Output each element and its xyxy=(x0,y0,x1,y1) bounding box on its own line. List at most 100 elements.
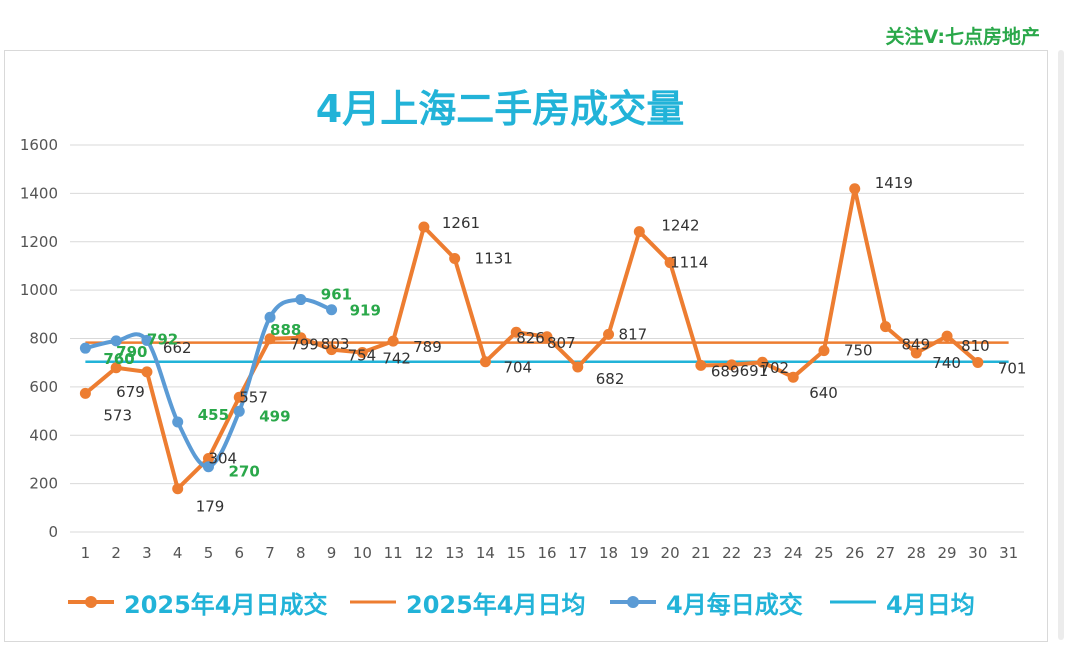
legend-item-3: 4月日均 xyxy=(830,582,975,622)
point-2025-daily xyxy=(387,335,399,347)
point-april-daily xyxy=(172,416,184,428)
x-tick-label: 17 xyxy=(568,544,587,562)
data-label-2025: 1419 xyxy=(875,174,913,192)
point-2025-daily xyxy=(418,221,430,233)
point-2025-daily xyxy=(233,391,245,403)
data-label-2025: 754 xyxy=(348,347,377,365)
x-tick-label: 14 xyxy=(476,544,495,562)
watermark: 关注V:七点房地产 xyxy=(885,26,1040,48)
x-tick-label: 22 xyxy=(722,544,741,562)
data-label-2025: 810 xyxy=(961,337,990,355)
point-april-daily xyxy=(79,342,91,354)
data-label-april: 455 xyxy=(198,406,229,424)
scrollbar[interactable] xyxy=(1058,50,1064,640)
point-2025-daily xyxy=(941,330,953,342)
data-label-2025: 740 xyxy=(932,354,961,372)
point-april-daily xyxy=(295,294,307,306)
y-tick-label: 1200 xyxy=(20,233,58,251)
data-label-2025: 1114 xyxy=(670,254,708,272)
point-2025-daily xyxy=(202,452,214,464)
x-tick-label: 15 xyxy=(507,544,526,562)
point-2025-daily xyxy=(756,356,768,368)
legend-label: 4月日均 xyxy=(886,590,975,619)
x-tick-label: 28 xyxy=(907,544,926,562)
point-2025-daily xyxy=(972,356,984,368)
y-tick-label: 0 xyxy=(48,523,58,541)
y-tick-label: 800 xyxy=(29,330,58,348)
series-line-2025-daily xyxy=(84,186,980,491)
legend-label: 2025年4月日成交 xyxy=(124,590,328,619)
legend-label: 4月每日成交 xyxy=(666,590,803,619)
data-label-2025: 803 xyxy=(321,335,350,353)
point-2025-daily xyxy=(603,328,615,340)
legend-item-0: 2025年4月日成交 xyxy=(68,582,328,622)
x-tick-label: 21 xyxy=(691,544,710,562)
legend-label: 2025年4月日均 xyxy=(406,590,586,619)
x-tick-label: 13 xyxy=(445,544,464,562)
point-2025-daily xyxy=(356,347,368,359)
data-label-2025: 742 xyxy=(382,350,411,368)
y-tick-label: 1000 xyxy=(20,281,58,299)
point-2025-daily xyxy=(572,361,584,373)
point-2025-daily xyxy=(880,321,892,333)
data-label-2025: 573 xyxy=(103,406,132,424)
x-tick-label: 27 xyxy=(876,544,895,562)
point-2025-daily xyxy=(326,344,338,356)
point-april-daily xyxy=(264,311,276,323)
data-label-april: 961 xyxy=(321,286,352,304)
x-tick-label: 19 xyxy=(630,544,649,562)
point-2025-daily xyxy=(910,347,922,359)
data-label-2025: 817 xyxy=(619,325,648,343)
data-label-2025: 750 xyxy=(844,342,873,360)
legend-item-1: 2025年4月日均 xyxy=(350,582,586,622)
data-label-2025: 682 xyxy=(596,370,625,388)
x-tick-label: 8 xyxy=(296,544,306,562)
point-2025-daily xyxy=(141,366,153,378)
data-label-2025: 701 xyxy=(998,359,1027,377)
y-tick-label: 1600 xyxy=(20,136,58,154)
data-label-april: 499 xyxy=(259,407,290,425)
x-tick-label: 29 xyxy=(938,544,957,562)
x-tick-label: 11 xyxy=(384,544,403,562)
x-tick-label: 7 xyxy=(265,544,275,562)
data-label-april: 792 xyxy=(147,330,178,348)
data-label-april: 760 xyxy=(103,350,134,368)
x-tick-label: 3 xyxy=(142,544,152,562)
data-label-2025: 662 xyxy=(163,339,192,357)
x-tick-label: 16 xyxy=(537,544,556,562)
data-label-2025: 679 xyxy=(116,383,145,401)
data-label-2025: 640 xyxy=(809,384,838,402)
data-label-april: 790 xyxy=(116,343,147,361)
legend-marker-line xyxy=(350,600,396,604)
point-2025-daily xyxy=(110,362,122,374)
point-2025-daily xyxy=(79,387,91,399)
point-2025-daily xyxy=(695,359,707,371)
x-tick-label: 12 xyxy=(414,544,433,562)
data-label-2025: 557 xyxy=(239,388,268,406)
legend-marker-line-dot xyxy=(68,596,114,608)
point-2025-daily xyxy=(541,331,553,343)
point-2025-daily xyxy=(449,252,461,264)
data-label-2025: 704 xyxy=(503,359,532,377)
data-label-2025: 789 xyxy=(413,338,442,356)
y-tick-label: 1400 xyxy=(20,184,58,202)
point-april-daily xyxy=(202,461,214,473)
x-tick-label: 20 xyxy=(661,544,680,562)
legend: 2025年4月日成交 2025年4月日均 4月每日成交 4月日均 xyxy=(0,582,1040,622)
legend-item-2: 4月每日成交 xyxy=(610,582,803,622)
x-tick-label: 10 xyxy=(353,544,372,562)
data-label-2025: 1131 xyxy=(475,249,513,267)
x-tick-label: 9 xyxy=(327,544,337,562)
chart-title: 4月上海二手房成交量 xyxy=(315,87,685,131)
point-2025-daily xyxy=(633,226,645,238)
point-2025-daily xyxy=(849,183,861,195)
point-2025-daily xyxy=(664,257,676,269)
point-2025-daily xyxy=(818,345,830,357)
point-2025-daily xyxy=(295,332,307,344)
data-label-2025: 1242 xyxy=(661,217,699,235)
point-april-daily xyxy=(110,335,122,347)
point-2025-daily xyxy=(726,359,738,371)
x-tick-label: 25 xyxy=(814,544,833,562)
x-tick-label: 31 xyxy=(999,544,1018,562)
data-label-2025: 826 xyxy=(516,329,545,347)
